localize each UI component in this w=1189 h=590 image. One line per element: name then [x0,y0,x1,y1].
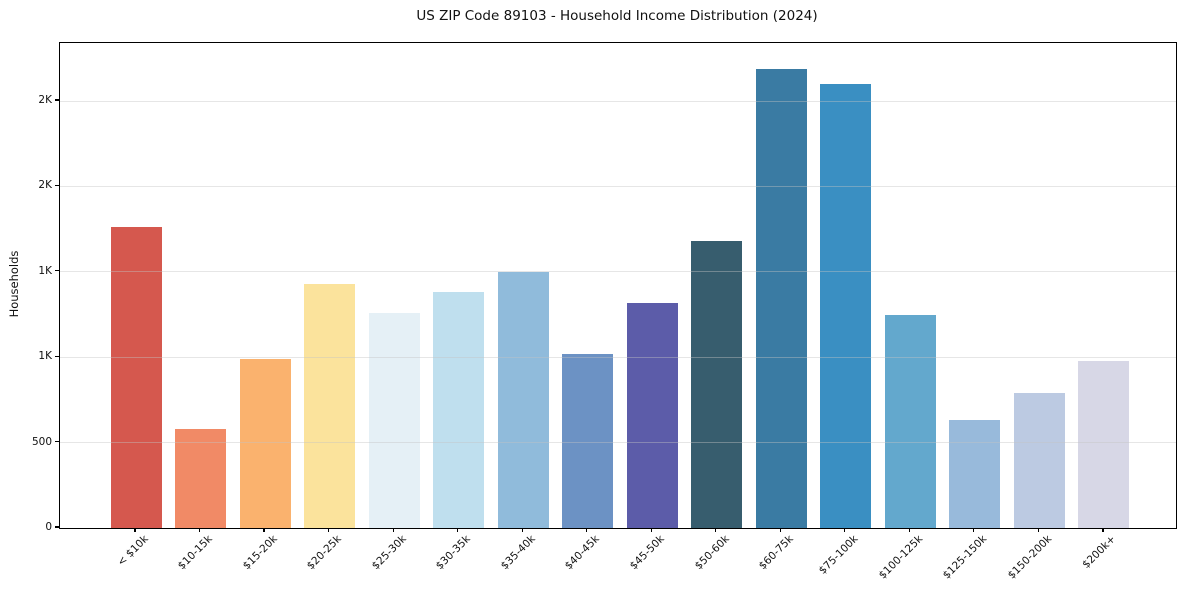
y-tick-label-500: 500 [31,435,52,448]
x-tick-label-$35-40k: $35-40k [498,533,538,573]
bar-$125-150k [949,420,1001,528]
x-tick-label-$45-50k: $45-50k [627,533,667,573]
bar-$60-75k [755,68,807,528]
x-tick-mark [198,528,201,533]
x-tick-mark [650,528,652,533]
bar-< $10k [110,226,162,528]
gridline-y-1000 [60,356,1176,358]
bar-$10-15k [175,429,227,528]
gridline-y-2000 [60,185,1176,188]
bar-$20-25k [304,283,356,528]
x-tick-label-$40-45k: $40-45k [563,533,603,573]
x-tick-mark [457,528,459,533]
y-tick-mark [55,441,59,443]
y-tick-label-0: 0 [45,521,52,533]
bar-$150-200k [1013,393,1065,528]
gridline-y-500 [60,442,1176,444]
bar-$200k+ [1078,360,1130,528]
x-tick-mark [392,528,394,533]
y-tick-label-1500: 1K [38,264,52,277]
y-tick-mark [55,184,59,187]
y-tick-mark [55,526,59,528]
x-tick-label-$50-60k: $50-60k [692,533,732,573]
x-tick-label-$75-100k: $75-100k [816,533,861,577]
x-tick-label-$150-200k: $150-200k [1005,533,1054,582]
x-tick-label-< $10k: < $10k [114,533,151,569]
plot-area [59,42,1177,529]
bar-$50-60k [691,241,743,528]
x-tick-label-$125-150k: $125-150k [940,533,990,582]
y-tick-mark [55,355,59,357]
bar-$35-40k [497,271,549,528]
y-axis-label: Households [7,250,21,318]
bar-$15-20k [239,358,291,528]
x-tick-label-$25-30k: $25-30k [369,533,409,573]
x-tick-label-$15-20k: $15-20k [240,533,280,573]
x-tick-label-$20-25k: $20-25k [304,533,345,573]
gridline-y-1500 [60,271,1176,273]
x-tick-label-$100-125k: $100-125k [876,533,925,582]
x-tick-mark [586,528,588,533]
bar-$75-100k [820,84,872,528]
x-tick-mark [973,528,975,533]
x-tick-mark [327,528,330,533]
bar-$25-30k [368,312,420,528]
bar-$100-125k [884,314,936,528]
x-tick-mark [1037,528,1039,533]
y-tick-label-1000: 1K [38,350,52,363]
x-tick-mark [134,528,136,533]
gridline-y-2500 [60,100,1176,102]
chart-title: US ZIP Code 89103 - Household Income Dis… [416,8,818,24]
y-tick-mark [55,99,59,101]
x-tick-mark [263,528,265,533]
y-tick-mark [55,270,59,272]
x-tick-mark [715,528,717,533]
bar-$45-50k [626,302,678,528]
x-tick-mark [844,528,846,533]
x-tick-mark [1102,528,1104,533]
x-tick-label-$60-75k: $60-75k [756,533,796,573]
x-tick-label-$200k+: $200k+ [1080,533,1119,571]
x-tick-label-$10-15k: $10-15k [175,533,216,573]
x-tick-label-$30-35k: $30-35k [434,533,474,573]
bar-$40-45k [562,353,614,528]
y-tick-label-2000: 2K [38,179,52,192]
bar-$30-35k [433,292,485,528]
x-tick-mark [779,528,781,533]
y-tick-label-2500: 2K [38,94,52,107]
x-tick-mark [521,528,523,533]
x-tick-mark [908,528,910,533]
